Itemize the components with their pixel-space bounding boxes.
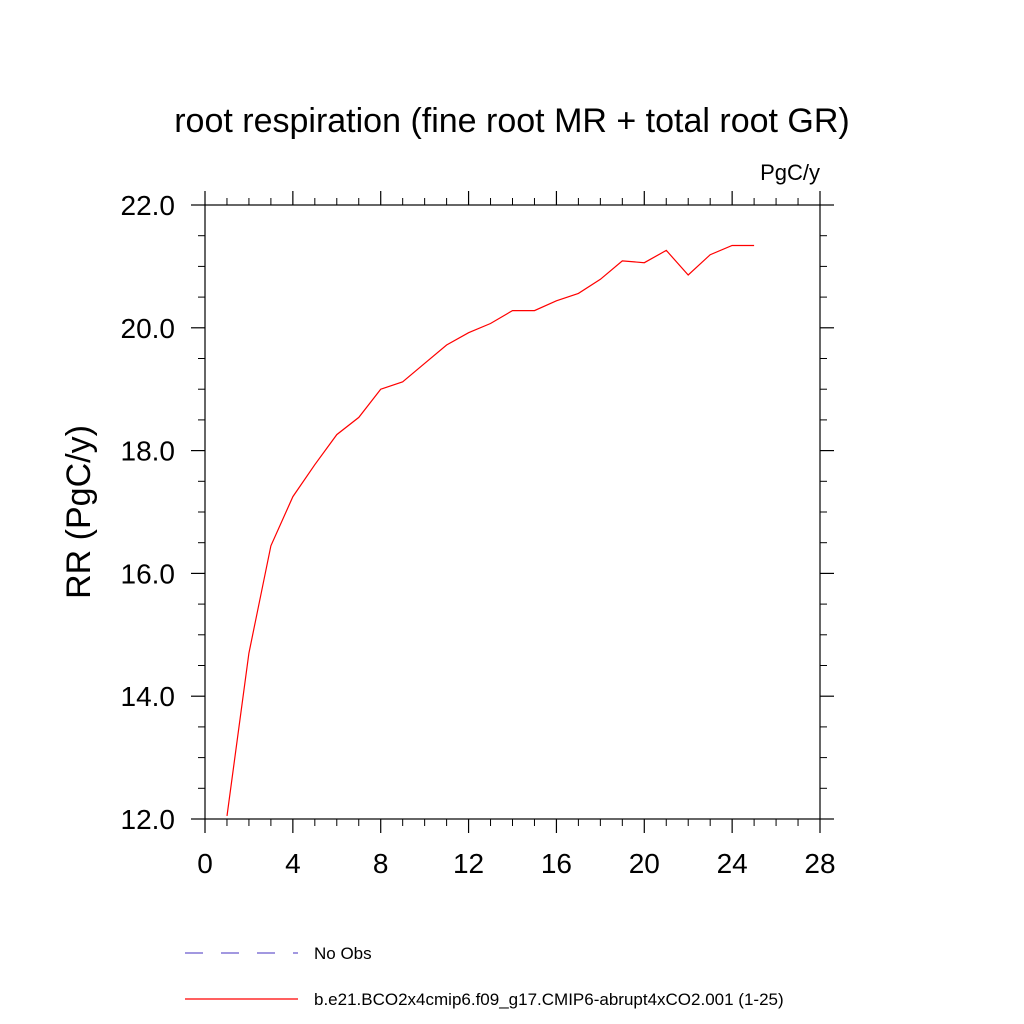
plot-frame <box>204 204 821 820</box>
legend: No Obs b.e21.BCO2x4cmip6.f09_g17.CMIP6-ab… <box>185 944 784 1009</box>
x-tick-label: 16 <box>541 848 572 879</box>
series-line <box>226 244 755 816</box>
chart-title: root respiration (fine root MR + total r… <box>174 102 850 140</box>
y-tick-label: 20.0 <box>121 313 176 344</box>
x-tick-label: 20 <box>629 848 660 879</box>
series-layer <box>226 244 755 816</box>
axis-ticks: 0 4 8 12 16 20 24 28 12.0 14.0 16.0 18.0 20.0 22.0 <box>121 190 836 879</box>
y-tick-label: 22.0 <box>121 190 176 221</box>
x-tick-label: 0 <box>197 848 213 879</box>
y-axis-label: RR (PgC/y) <box>60 425 98 599</box>
y-tick-label: 12.0 <box>121 804 176 835</box>
y-tick-label: 18.0 <box>121 436 176 467</box>
x-tick-label: 4 <box>285 848 301 879</box>
legend-label: No Obs <box>314 944 372 963</box>
legend-label: b.e21.BCO2x4cmip6.f09_g17.CMIP6-abrupt4x… <box>314 990 784 1009</box>
y-tick-label: 14.0 <box>121 681 176 712</box>
units-label: PgC/y <box>760 160 820 185</box>
x-tick-label: 24 <box>717 848 748 879</box>
x-tick-label: 28 <box>804 848 835 879</box>
x-tick-label: 12 <box>453 848 484 879</box>
y-tick-label: 16.0 <box>121 558 176 589</box>
x-tick-label: 8 <box>373 848 389 879</box>
